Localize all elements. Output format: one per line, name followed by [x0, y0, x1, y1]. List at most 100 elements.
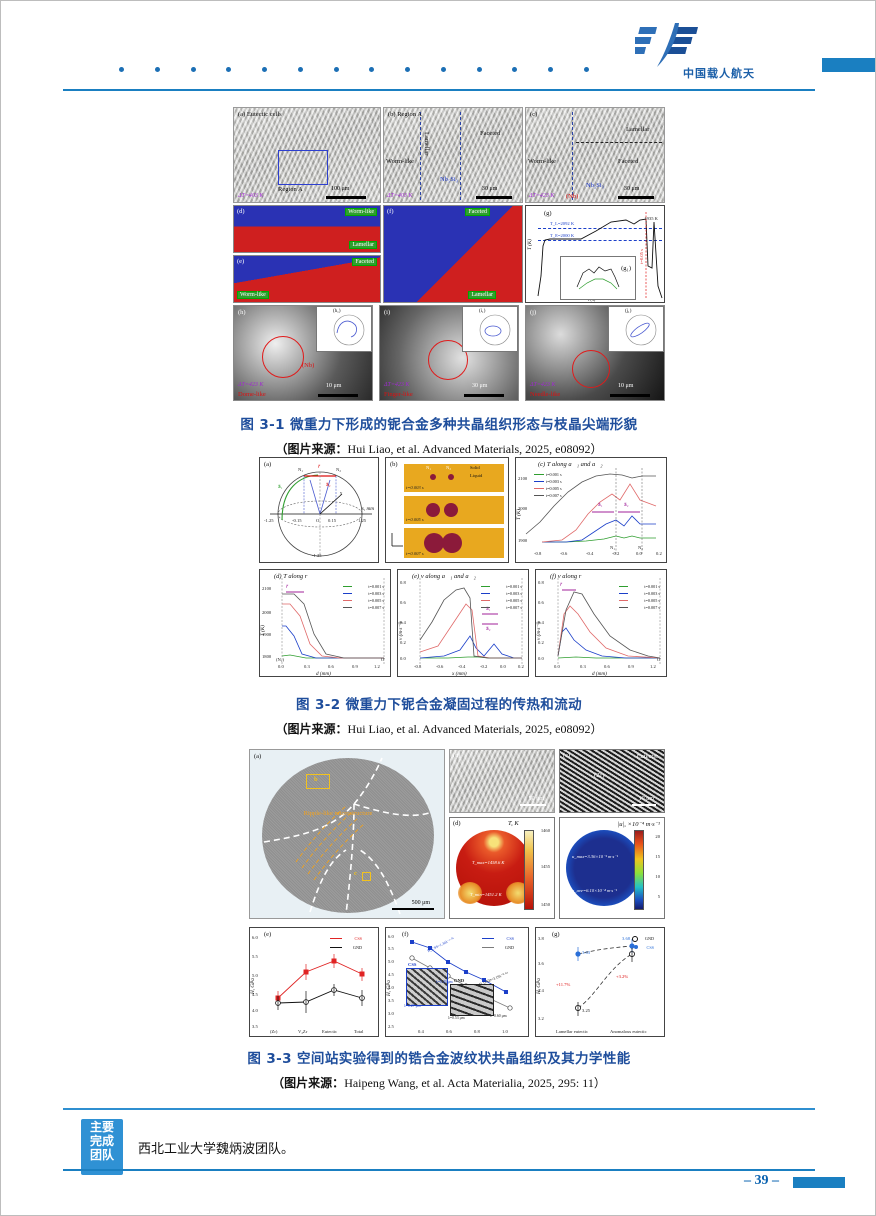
xtick-a-2: O — [316, 518, 320, 523]
scale-bar-a — [326, 196, 366, 199]
scale-bar-i — [464, 394, 504, 397]
ytick-f2-7: 6.0 — [388, 934, 394, 939]
team-badge: 主要 完成 团队 — [81, 1119, 123, 1175]
chart-3-3-g-plot — [575, 939, 636, 1016]
frame-t3: t=0.007 s — [404, 528, 504, 558]
n1-b: N₁ — [426, 465, 431, 470]
tip-shape-i: Finger-like — [384, 391, 413, 398]
xtick-a-0: -1.25 — [264, 518, 274, 523]
panel-i1-polar — [479, 314, 511, 346]
figure-3-3-caption-source: （图片来源：Haipeng Wang, et al. Acta Material… — [1, 1074, 875, 1091]
rvec-f: r⃗ — [560, 582, 562, 587]
ytick-g2-0: 3.2 — [538, 1016, 544, 1021]
inset-box-b-marker — [306, 774, 330, 789]
scale-text-i: 30 μm — [472, 383, 488, 389]
footer-rule — [63, 1108, 815, 1110]
value-g2-1: 3.25 — [582, 1008, 591, 1013]
legend-c-1: t=0.003 s — [546, 479, 562, 484]
sample-disc — [262, 758, 434, 913]
xtick-c-0: -0.8 — [534, 551, 542, 556]
xtick-f-4: 1.2 — [650, 664, 656, 669]
panel-g1-curve — [576, 266, 620, 290]
xtick-d-0: 0.0 — [278, 664, 284, 669]
panel-d-label: (d) — [237, 208, 245, 215]
figure-3-3-image: (a) b c Ripp — [249, 749, 665, 1037]
undercooling-j: ΔT=423 K — [530, 382, 556, 388]
cat-e2-1: V₂Zr — [298, 1029, 308, 1034]
panel-g-label: (g) — [544, 210, 552, 217]
panel-3-2-f-label: (f) v along r⃗ — [550, 573, 587, 580]
tmin-label-d: T_min=1451.2 K — [470, 892, 502, 897]
cbar-d-0: 1450 — [540, 902, 550, 907]
ytick-c-2: 2100 — [518, 476, 528, 481]
a1-marker-c: a⃗₁ — [598, 502, 603, 507]
scale-text-h: 10 μm — [326, 383, 342, 389]
ytick-e2-4: 5.5 — [252, 954, 258, 959]
figure-3-1-caption-main: 图 3-1 微重力下形成的铌合金多种共晶组织形态与枝晶尖端形貌 — [240, 417, 638, 433]
panel-a-label: (a) Eutectic cells — [238, 111, 282, 118]
ytick-e2-3: 5.0 — [252, 973, 258, 978]
figure-3-1-caption-source: （图片来源：Hui Liao, et al. Advanced Material… — [1, 440, 875, 457]
y-label-a: y — [340, 490, 343, 495]
eutectic-label-c: Eutectic — [636, 753, 658, 760]
panel-h: (h) (Nb) (h₁) ΔT=423 K Dome-like 10 μm — [233, 305, 373, 401]
figure-3-2-caption-main: 图 3-2 微重力下铌合金凝固过程的传热和流动 — [296, 697, 582, 713]
panel-a: (a) Eutectic cells Region A 100 μm ΔT=40… — [233, 107, 381, 203]
panel-j1-inset: (j₁) — [608, 306, 664, 352]
header-dot — [154, 66, 160, 72]
panel-3-2-a: (a) N₁ N₂ r⃗ a⃗₁ a⃗₂ y -1.25 -0.15 — [259, 457, 379, 563]
ytick-d-1: 1900 — [262, 632, 272, 637]
panel-3-3-e: |u|, ×10⁻⁴ m·s⁻¹ u_max=3.36×10⁻³ m·s⁻¹ u… — [559, 817, 665, 919]
peak-label: 1935 K — [644, 216, 658, 221]
header-dot — [583, 66, 589, 72]
header-rule — [63, 89, 815, 91]
cbar-e-0: 5 — [657, 894, 660, 899]
panel-3-3-a-label: (a) — [254, 753, 262, 760]
gnd-micrograph-f2 — [450, 984, 494, 1016]
figure-3-1-caption: 图 3-1 微重力下形成的铌合金多种共晶组织形态与枝晶尖端形貌 （图片来源：Hu… — [1, 413, 875, 457]
xtick-e-5: 0.2 — [518, 664, 524, 669]
team-text: 西北工业大学魏炳波团队。 — [138, 1142, 295, 1157]
grain-boundaries — [263, 757, 433, 915]
xtick-a-3: 0.15 — [328, 518, 337, 523]
panel-3-2-a-label: (a) — [264, 461, 272, 468]
cat-g2-1: Anomalous eutectic — [610, 1029, 647, 1034]
panel-3-2-f-curves — [557, 578, 661, 664]
worm-like-tag-d: Worm-like — [345, 208, 377, 216]
ytick-e-4: 0.8 — [400, 580, 406, 585]
worm-like-c: Worm-like — [528, 158, 556, 165]
delta-g2-1: +3.2% — [616, 974, 629, 979]
axes-icon-b — [391, 533, 403, 547]
ytick-f2-0: 2.5 — [388, 1024, 394, 1029]
panel-3-3-d-label: (d) — [453, 820, 461, 827]
time-b-0: t=0.003 s — [406, 485, 424, 490]
ytick-e2-5: 6.0 — [252, 935, 258, 940]
nb5si3-c: Nb₅Si₃ — [586, 182, 604, 189]
ylabel-c: T (K) — [516, 508, 522, 520]
header-dot — [262, 66, 268, 72]
panel-3-3-c: (c) Eutectic (Zr) 10 μm — [559, 749, 665, 813]
scale-text-j: 10 μm — [618, 383, 634, 389]
tip-circle-j — [572, 350, 610, 388]
xtick-d-1: 0.3 — [304, 664, 310, 669]
faceted-c: Faceted — [618, 158, 639, 165]
scale-bar-3-3-c — [632, 803, 656, 806]
legend-liquid-b: Liquid — [470, 473, 483, 478]
panel-3-2-c-chart: (c) T along a⃗₁ and a⃗₂ 2100 2000 1900 T… — [515, 457, 667, 563]
xtick-a-4: 1.25 — [358, 518, 367, 523]
ytick-e-2: 0.4 — [400, 620, 406, 625]
scale-text-3-3-c: 10 μm — [638, 796, 654, 802]
time-b-1: t=0.005 s — [406, 517, 424, 522]
lamellar-tag-f: Lamellar — [468, 291, 496, 299]
legend-d-0: t=0.001 s — [368, 584, 384, 589]
panel-j1-polar — [625, 314, 657, 346]
lam-gnd-f2: λ=0.53 μm — [448, 1016, 465, 1020]
colorbar-e — [634, 830, 644, 910]
xtick-f-0: 0.0 — [554, 664, 560, 669]
figure-3-2-image: (a) N₁ N₂ r⃗ a⃗₁ a⃗₂ y -1.25 -0.15 — [259, 457, 667, 681]
panel-c-label: (c) — [530, 111, 538, 118]
xtick-d-2: 0.6 — [328, 664, 334, 669]
sphere-diagram — [270, 471, 372, 557]
ytick-e-3: 0.6 — [400, 600, 406, 605]
legend-d-1: t=0.003 s — [368, 591, 384, 596]
